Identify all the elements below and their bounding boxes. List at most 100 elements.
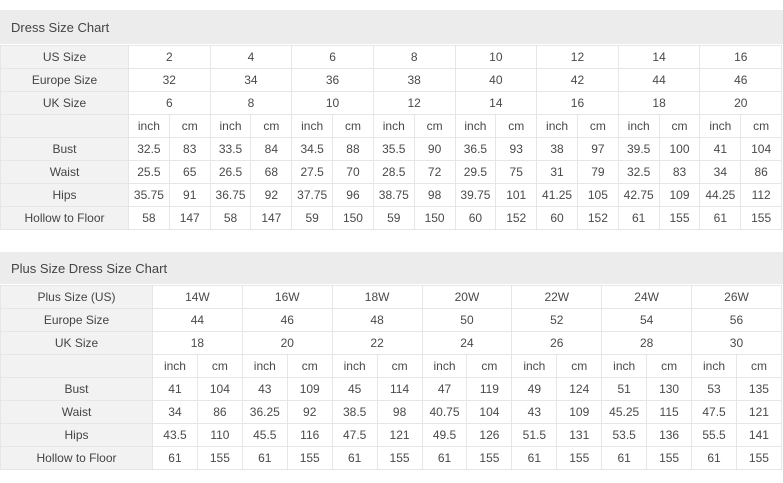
size-cell: 24 — [421, 331, 513, 355]
unit-header-cell: cm — [250, 114, 293, 138]
row-label: UK Size — [0, 331, 153, 355]
dress-size-table: US Size 2 4 6 8 10 12 14 16 Europe Size 32 34 36 38 40… — [0, 45, 783, 230]
measure-cell: 104 — [466, 400, 513, 424]
table-row: UK Size 6 8 10 12 14 16 18 20 — [0, 91, 783, 115]
row-label: Waist — [0, 400, 153, 424]
measure-cell: 31 — [536, 160, 578, 184]
measure-cell: 131 — [556, 423, 603, 447]
chart-title-text: Plus Size Dress Size Chart — [11, 260, 168, 276]
table-row: UK Size 18 20 22 24 26 28 30 — [0, 331, 782, 355]
size-cell: 20 — [699, 91, 783, 115]
row-label: Europe Size — [0, 308, 153, 332]
size-cell: 6 — [128, 91, 211, 115]
measure-cell: 58 — [209, 206, 252, 230]
size-cell: 48 — [331, 308, 423, 332]
size-cell: 44 — [152, 308, 243, 332]
measure-cell: 155 — [556, 446, 603, 470]
unit-header-cell: inch — [291, 114, 334, 138]
unit-row-blank-label — [0, 354, 153, 378]
measure-cell: 29.5 — [454, 160, 497, 184]
measure-cell: 114 — [376, 377, 423, 401]
size-cell: 26W — [691, 285, 782, 309]
measure-cell: 39.75 — [454, 183, 497, 207]
measure-cell: 147 — [168, 206, 211, 230]
size-cell: 18W — [331, 285, 423, 309]
measure-cell: 97 — [576, 137, 619, 161]
unit-header-cell: inch — [241, 354, 288, 378]
measure-cell: 141 — [735, 423, 782, 447]
size-cell: 50 — [421, 308, 513, 332]
size-cell: 14 — [617, 45, 701, 69]
unit-header-cell: cm — [286, 354, 333, 378]
size-cell: 52 — [511, 308, 603, 332]
measure-cell: 37.75 — [291, 183, 334, 207]
measure-cell: 39.5 — [617, 137, 660, 161]
measure-cell: 44.25 — [699, 183, 742, 207]
measure-cell: 27.5 — [291, 160, 334, 184]
measure-cell: 109 — [658, 183, 701, 207]
measure-cell: 61 — [511, 446, 558, 470]
row-label: Bust — [0, 137, 129, 161]
measure-cell: 45 — [331, 377, 378, 401]
size-cell: 42 — [536, 68, 619, 92]
table-row: US Size 2 4 6 8 10 12 14 16 — [0, 45, 783, 69]
table-row: Plus Size (US) 14W 16W 18W 20W 22W 24W 26W — [0, 285, 782, 309]
size-cell: 22W — [511, 285, 603, 309]
measure-cell: 43 — [511, 400, 558, 424]
size-cell: 44 — [617, 68, 701, 92]
measure-cell: 36.5 — [454, 137, 497, 161]
size-cell: 16 — [536, 91, 619, 115]
dress-size-chart-title: Dress Size Chart — [0, 10, 783, 45]
unit-header-cell: inch — [209, 114, 252, 138]
measure-cell: 32.5 — [128, 137, 170, 161]
size-cell: 12 — [372, 91, 456, 115]
measure-cell: 150 — [332, 206, 374, 230]
measure-cell: 38.75 — [372, 183, 415, 207]
measure-cell: 53 — [691, 377, 737, 401]
row-label: Hips — [0, 183, 129, 207]
size-cell: 22 — [331, 331, 423, 355]
measure-cell: 152 — [576, 206, 619, 230]
measure-cell: 92 — [286, 400, 333, 424]
measure-cell: 75 — [495, 160, 538, 184]
size-cell: 16W — [241, 285, 333, 309]
measure-cell: 155 — [735, 446, 782, 470]
measure-cell: 51 — [601, 377, 648, 401]
measure-cell: 61 — [331, 446, 378, 470]
size-cell: 34 — [209, 68, 293, 92]
measure-cell: 61 — [617, 206, 660, 230]
measure-cell: 93 — [495, 137, 538, 161]
unit-header-cell: cm — [646, 354, 693, 378]
measure-cell: 26.5 — [209, 160, 252, 184]
measure-cell: 88 — [332, 137, 374, 161]
unit-header-cell: inch — [331, 354, 378, 378]
measure-cell: 155 — [286, 446, 333, 470]
size-cell: 6 — [291, 45, 374, 69]
measure-cell: 65 — [168, 160, 211, 184]
measure-cell: 126 — [466, 423, 513, 447]
measure-cell: 150 — [413, 206, 456, 230]
measure-cell: 36.75 — [209, 183, 252, 207]
measure-cell: 116 — [286, 423, 333, 447]
table-row: Europe Size 44 46 48 50 52 54 56 — [0, 308, 782, 332]
size-cell: 14W — [152, 285, 243, 309]
measure-cell: 58 — [128, 206, 170, 230]
unit-header-cell: cm — [168, 114, 211, 138]
unit-header-cell: inch — [536, 114, 578, 138]
size-cell: 18 — [617, 91, 701, 115]
size-cell: 18 — [152, 331, 243, 355]
unit-header-cell: inch — [511, 354, 558, 378]
unit-header-cell: inch — [128, 114, 170, 138]
measure-cell: 121 — [735, 400, 782, 424]
measure-cell: 86 — [196, 400, 243, 424]
row-label: UK Size — [0, 91, 129, 115]
measure-cell: 59 — [372, 206, 415, 230]
measure-cell: 41 — [152, 377, 198, 401]
measure-cell: 68 — [250, 160, 293, 184]
row-label: Bust — [0, 377, 153, 401]
size-cell: 46 — [699, 68, 783, 92]
measure-cell: 90 — [413, 137, 456, 161]
measure-cell: 72 — [413, 160, 456, 184]
measure-cell: 61 — [421, 446, 468, 470]
table-row: Hips 43.5 110 45.5 116 47.5 121 49.5 126 51.5 131 5… — [0, 423, 782, 447]
